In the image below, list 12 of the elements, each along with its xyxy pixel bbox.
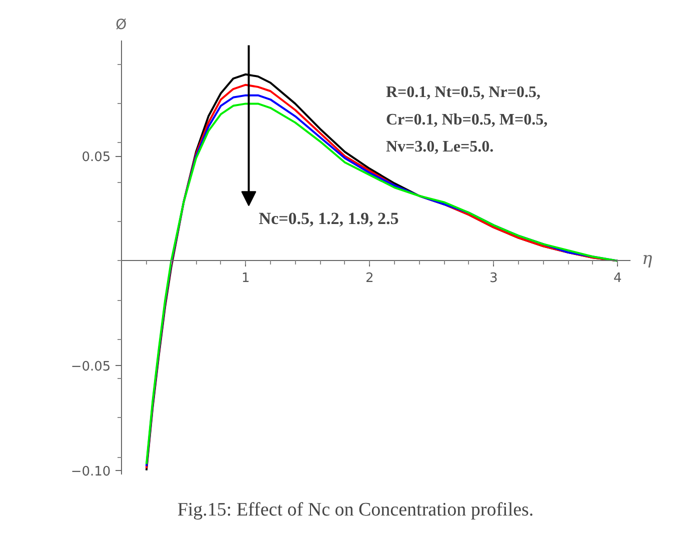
x-axis-title: η xyxy=(642,248,653,269)
y-axis-title: Ø xyxy=(116,16,127,33)
x-tick-label: 4 xyxy=(613,270,622,286)
x-tick-label: 2 xyxy=(366,270,374,286)
x-tick-label: 1 xyxy=(242,270,250,286)
y-tick-label: −0.05 xyxy=(70,360,111,375)
y-tick-label: −0.10 xyxy=(70,464,111,480)
y-tick-label: 0.05 xyxy=(82,150,111,166)
annotation: Nc=0.5, 1.2, 1.9, 2.5 xyxy=(258,209,399,228)
annotation: R=0.1, Nt=0.5, Nr=0.5, Cr=0.1, Nb=0.5, M=0.5, Nv=3.0, Le=5.0. xyxy=(386,84,548,156)
caption: Fig.15: Effect of Nc on Concentration profiles. xyxy=(177,500,534,520)
x-tick-label: 3 xyxy=(489,270,498,286)
